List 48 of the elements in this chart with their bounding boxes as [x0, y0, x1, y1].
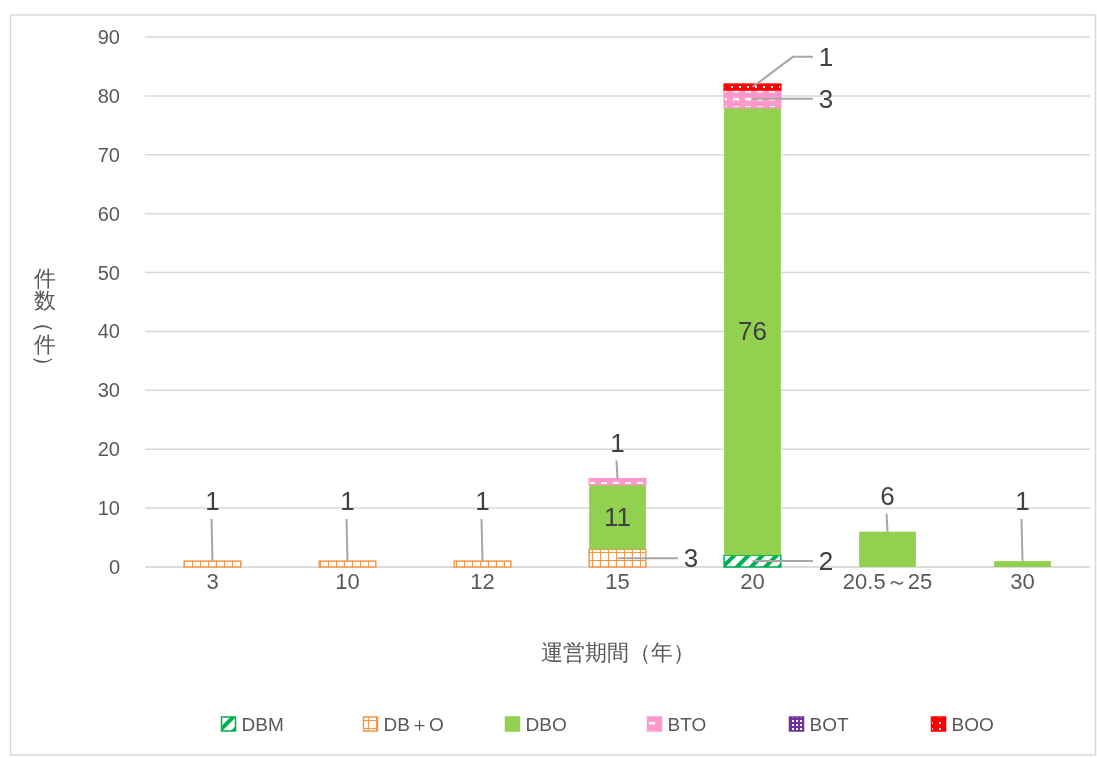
legend-label: DB＋O	[383, 713, 444, 735]
data-label: 6	[880, 480, 895, 511]
bar	[859, 531, 916, 567]
data-label: 1	[610, 427, 625, 458]
data-label: 3	[683, 543, 699, 574]
bar	[453, 560, 512, 568]
y-tick-label: 90	[97, 26, 120, 48]
legend-label: BOO	[951, 713, 994, 735]
x-tick-label: 12	[470, 568, 495, 594]
data-label: 3	[818, 83, 834, 114]
y-tick-label: 10	[97, 497, 120, 520]
x-tick-label: 20.5～25	[842, 568, 933, 594]
y-tick-label: 60	[97, 202, 120, 225]
data-label: 1	[340, 486, 355, 516]
bar	[724, 107, 781, 556]
bar	[183, 560, 242, 568]
bar	[318, 560, 377, 568]
legend-label: DBM	[241, 713, 284, 735]
bar	[589, 484, 646, 550]
x-axis-title: 運営期間（年）	[540, 639, 695, 665]
data-label: 1	[475, 486, 490, 516]
bar	[723, 554, 782, 568]
bar	[588, 477, 647, 486]
legend-label: BTO	[667, 713, 707, 735]
x-tick-label: 30	[1010, 568, 1035, 594]
x-tick-label: 20	[740, 568, 765, 594]
x-tick-label: 3	[206, 568, 219, 594]
y-tick-label: 0	[108, 556, 120, 578]
x-tick-label: 15	[605, 568, 630, 594]
legend-label: DBO	[525, 713, 567, 735]
y-tick-label: 80	[97, 84, 120, 107]
bar	[588, 548, 647, 568]
data-label: 76	[738, 316, 767, 347]
data-label: 1	[205, 486, 220, 516]
y-tick-label: 20	[97, 438, 120, 461]
y-tick-label: 40	[97, 320, 120, 343]
bar	[723, 83, 782, 91]
legend-label: BOT	[809, 713, 849, 735]
y-tick-label: 30	[97, 379, 120, 402]
data-label: 2	[818, 546, 834, 577]
data-label: 1	[1015, 486, 1030, 516]
data-label: 11	[604, 501, 631, 532]
y-axis-title: 件数（件）	[31, 265, 57, 377]
y-tick-label: 70	[97, 143, 120, 166]
x-tick-label: 10	[335, 568, 360, 594]
data-label: 1	[818, 41, 834, 72]
y-tick-label: 50	[97, 261, 120, 284]
bar	[994, 561, 1051, 567]
